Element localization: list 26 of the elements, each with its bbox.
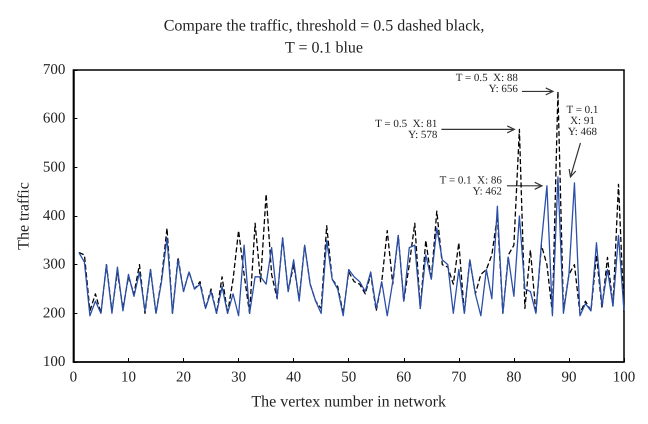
y-tick-label: 100: [42, 354, 66, 370]
annotation: T = 0.1 X: 91 Y: 468: [566, 104, 598, 138]
x-tick-label: 40: [286, 370, 302, 386]
x-tick-label: 50: [341, 370, 356, 386]
annotation: T = 0.5 X: 81 Y: 578: [375, 118, 438, 141]
x-tick-label: 90: [561, 370, 576, 386]
y-axis-title: The traffic: [16, 182, 32, 250]
x-tick-label: 10: [120, 370, 136, 386]
x-tick-label: 20: [176, 370, 192, 386]
y-tick-label: 200: [42, 305, 66, 322]
x-tick-label: 70: [451, 370, 466, 386]
line-series: [78, 176, 625, 316]
y-tick-label: 300: [42, 256, 66, 273]
y-tick-label: 400: [42, 208, 66, 224]
y-tick-label: 700: [42, 62, 66, 78]
y-tick-label: 600: [42, 110, 66, 127]
annotation: T = 0.1 X: 86 Y: 462: [440, 174, 502, 198]
annotation: T = 0.5 X: 88 Y: 656: [456, 72, 518, 95]
x-tick-label: 80: [506, 370, 522, 386]
x-axis-title: The vertex number in network: [251, 394, 446, 410]
x-tick-label: 30: [231, 370, 246, 386]
y-tick-label: 500: [42, 159, 66, 176]
x-tick-label: 0: [70, 370, 78, 386]
chart-title: Compare the traffic, threshold = 0.5 dashed black, T = 0.1 blue: [164, 18, 484, 56]
x-tick-label: 100: [612, 370, 636, 386]
x-tick-label: 60: [396, 370, 412, 386]
